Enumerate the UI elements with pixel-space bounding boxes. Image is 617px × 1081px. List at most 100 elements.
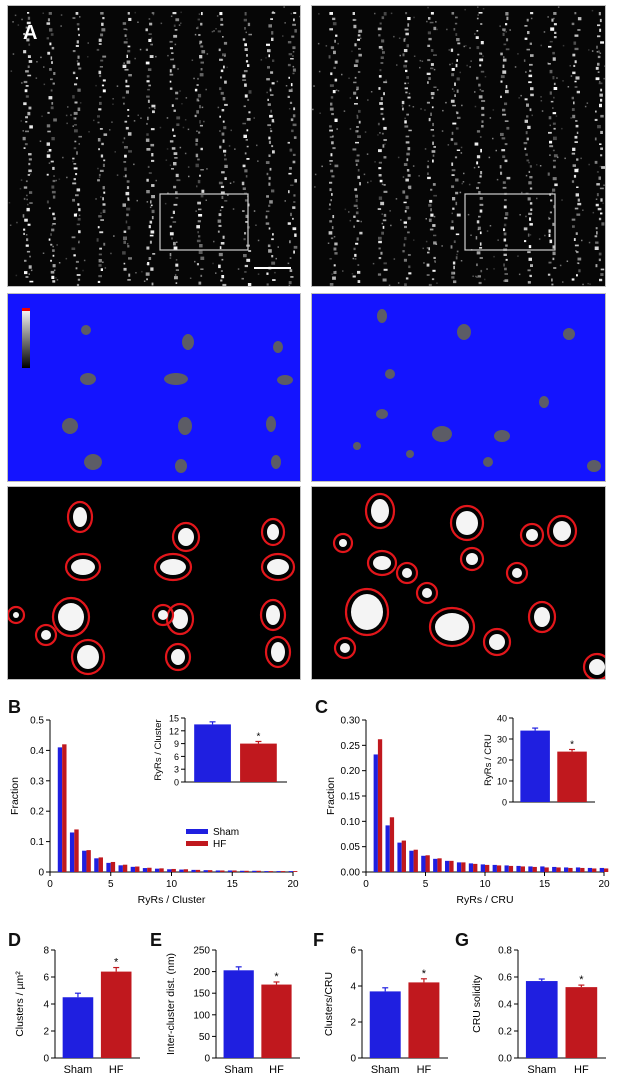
ryr-signal-dot <box>357 264 360 266</box>
ryr-signal-dot <box>455 16 458 19</box>
ryr-signal-dot <box>550 27 555 31</box>
ryr-signal-dot <box>552 112 557 115</box>
ryr-signal-dot <box>25 26 29 29</box>
ryr-signal-dot <box>127 245 130 248</box>
ryr-signal-dot <box>128 273 131 277</box>
micrograph-hf-raw <box>311 5 606 287</box>
ryr-signal-dot <box>272 279 276 281</box>
ryr-signal-dot <box>73 178 76 181</box>
segmented-clusters-hf <box>311 486 606 680</box>
ryr-signal-dot <box>405 195 409 199</box>
ryr-signal-dot <box>595 198 598 200</box>
ryr-signal-dot <box>219 58 223 61</box>
ryr-signal-dot <box>453 240 456 243</box>
ryr-signal-dot <box>461 104 463 107</box>
ryr-signal-dot <box>197 201 201 205</box>
ryr-signal-dot <box>319 112 321 114</box>
ryr-signal-dot <box>505 212 509 216</box>
ryr-signal-dot <box>58 262 61 264</box>
ryr-signal-dot <box>199 244 203 248</box>
ryr-signal-dot <box>52 82 55 85</box>
cru-outline <box>66 500 94 534</box>
ryr-signal-dot <box>465 45 467 47</box>
ryr-cluster <box>466 553 478 565</box>
ryr-signal-dot <box>567 86 570 88</box>
ryr-signal-dot <box>200 147 203 151</box>
ryr-signal-dot <box>155 179 157 182</box>
ryr-signal-dot <box>329 125 332 128</box>
ryr-signal-dot <box>147 68 152 71</box>
ryr-signal-dot <box>378 240 382 244</box>
ryr-signal-dot <box>218 181 223 185</box>
ryr-signal-dot <box>220 23 224 26</box>
ryr-signal-dot <box>430 129 434 131</box>
ryr-signal-dot <box>125 220 128 224</box>
ryr-signal-dot <box>530 12 534 15</box>
ryr-signal-dot <box>504 102 508 106</box>
ryr-signal-dot <box>73 167 78 170</box>
ryr-signal-dot <box>122 96 126 99</box>
ryr-signal-dot <box>367 181 369 184</box>
ryr-signal-dot <box>114 151 116 153</box>
ryr-signal-dot <box>313 85 315 87</box>
ryr-signal-dot <box>29 125 33 129</box>
ryr-signal-dot <box>356 89 358 91</box>
ryr-signal-dot <box>456 250 459 253</box>
ryr-signal-dot <box>213 240 215 243</box>
ryr-signal-dot <box>551 192 553 195</box>
ryr-signal-dot <box>525 215 527 218</box>
ryr-signal-dot <box>445 101 447 104</box>
ryr-signal-dot <box>126 28 128 31</box>
ryr-signal-dot <box>77 278 81 281</box>
cru-outline <box>519 522 545 548</box>
ryr-signal-dot <box>169 69 172 73</box>
ryr-signal-dot <box>432 269 436 272</box>
ryr-signal-dot <box>217 106 220 109</box>
ryr-signal-dot <box>16 221 18 224</box>
ryr-signal-dot <box>502 186 507 189</box>
ryr-signal-dot <box>385 79 387 82</box>
ryr-signal-dot <box>383 81 388 84</box>
chart-d-y-tick-label: 0 <box>43 1054 49 1065</box>
ryr-signal-dot <box>525 153 528 156</box>
ryr-signal-dot <box>268 136 271 140</box>
ryr-signal-dot <box>577 202 582 206</box>
ryr-signal-dot <box>528 170 531 173</box>
ryr-signal-dot <box>328 55 331 59</box>
ryr-signal-dot <box>420 108 422 110</box>
ryr-signal-dot <box>35 77 38 79</box>
ryr-signal-dot <box>123 62 125 64</box>
ryr-signal-dot <box>101 142 104 146</box>
ryr-signal-dot <box>526 18 529 22</box>
ryr-signal-dot <box>525 71 527 73</box>
ryr-signal-dot <box>146 263 148 265</box>
ryr-signal-dot <box>434 261 436 263</box>
ryr-signal-dot <box>47 150 49 153</box>
ryr-signal-dot <box>176 179 181 182</box>
ryr-signal-dot <box>597 71 600 73</box>
ryr-signal-dot <box>476 220 480 224</box>
ryr-signal-dot <box>243 70 248 73</box>
ryr-signal-dot <box>600 154 603 157</box>
ryr-signal-dot <box>405 32 409 36</box>
cru-outline <box>546 514 578 548</box>
ryr-signal-dot <box>596 193 599 197</box>
ryr-signal-dot <box>288 53 293 56</box>
ryr-signal-dot <box>600 114 604 118</box>
ryr-signal-dot <box>98 43 102 45</box>
ryr-signal-dot <box>125 79 128 83</box>
ryr-signal-dot <box>17 24 20 26</box>
ryr-signal-dot <box>26 194 28 197</box>
histogram-bar-hf <box>425 855 430 872</box>
cru-outline <box>259 598 287 632</box>
ryr-signal-dot <box>418 175 420 177</box>
ryr-signal-dot <box>285 85 288 87</box>
ryr-signal-dot <box>60 14 63 16</box>
ryr-signal-dot <box>247 283 252 286</box>
ryr-signal-dot <box>328 208 331 210</box>
ryr-signal-dot <box>552 245 555 249</box>
ryr-signal-dot <box>450 245 453 249</box>
ryr-signal-dot <box>357 280 361 283</box>
histogram-bar-sham <box>468 863 474 872</box>
ryr-signal-dot <box>403 38 406 42</box>
